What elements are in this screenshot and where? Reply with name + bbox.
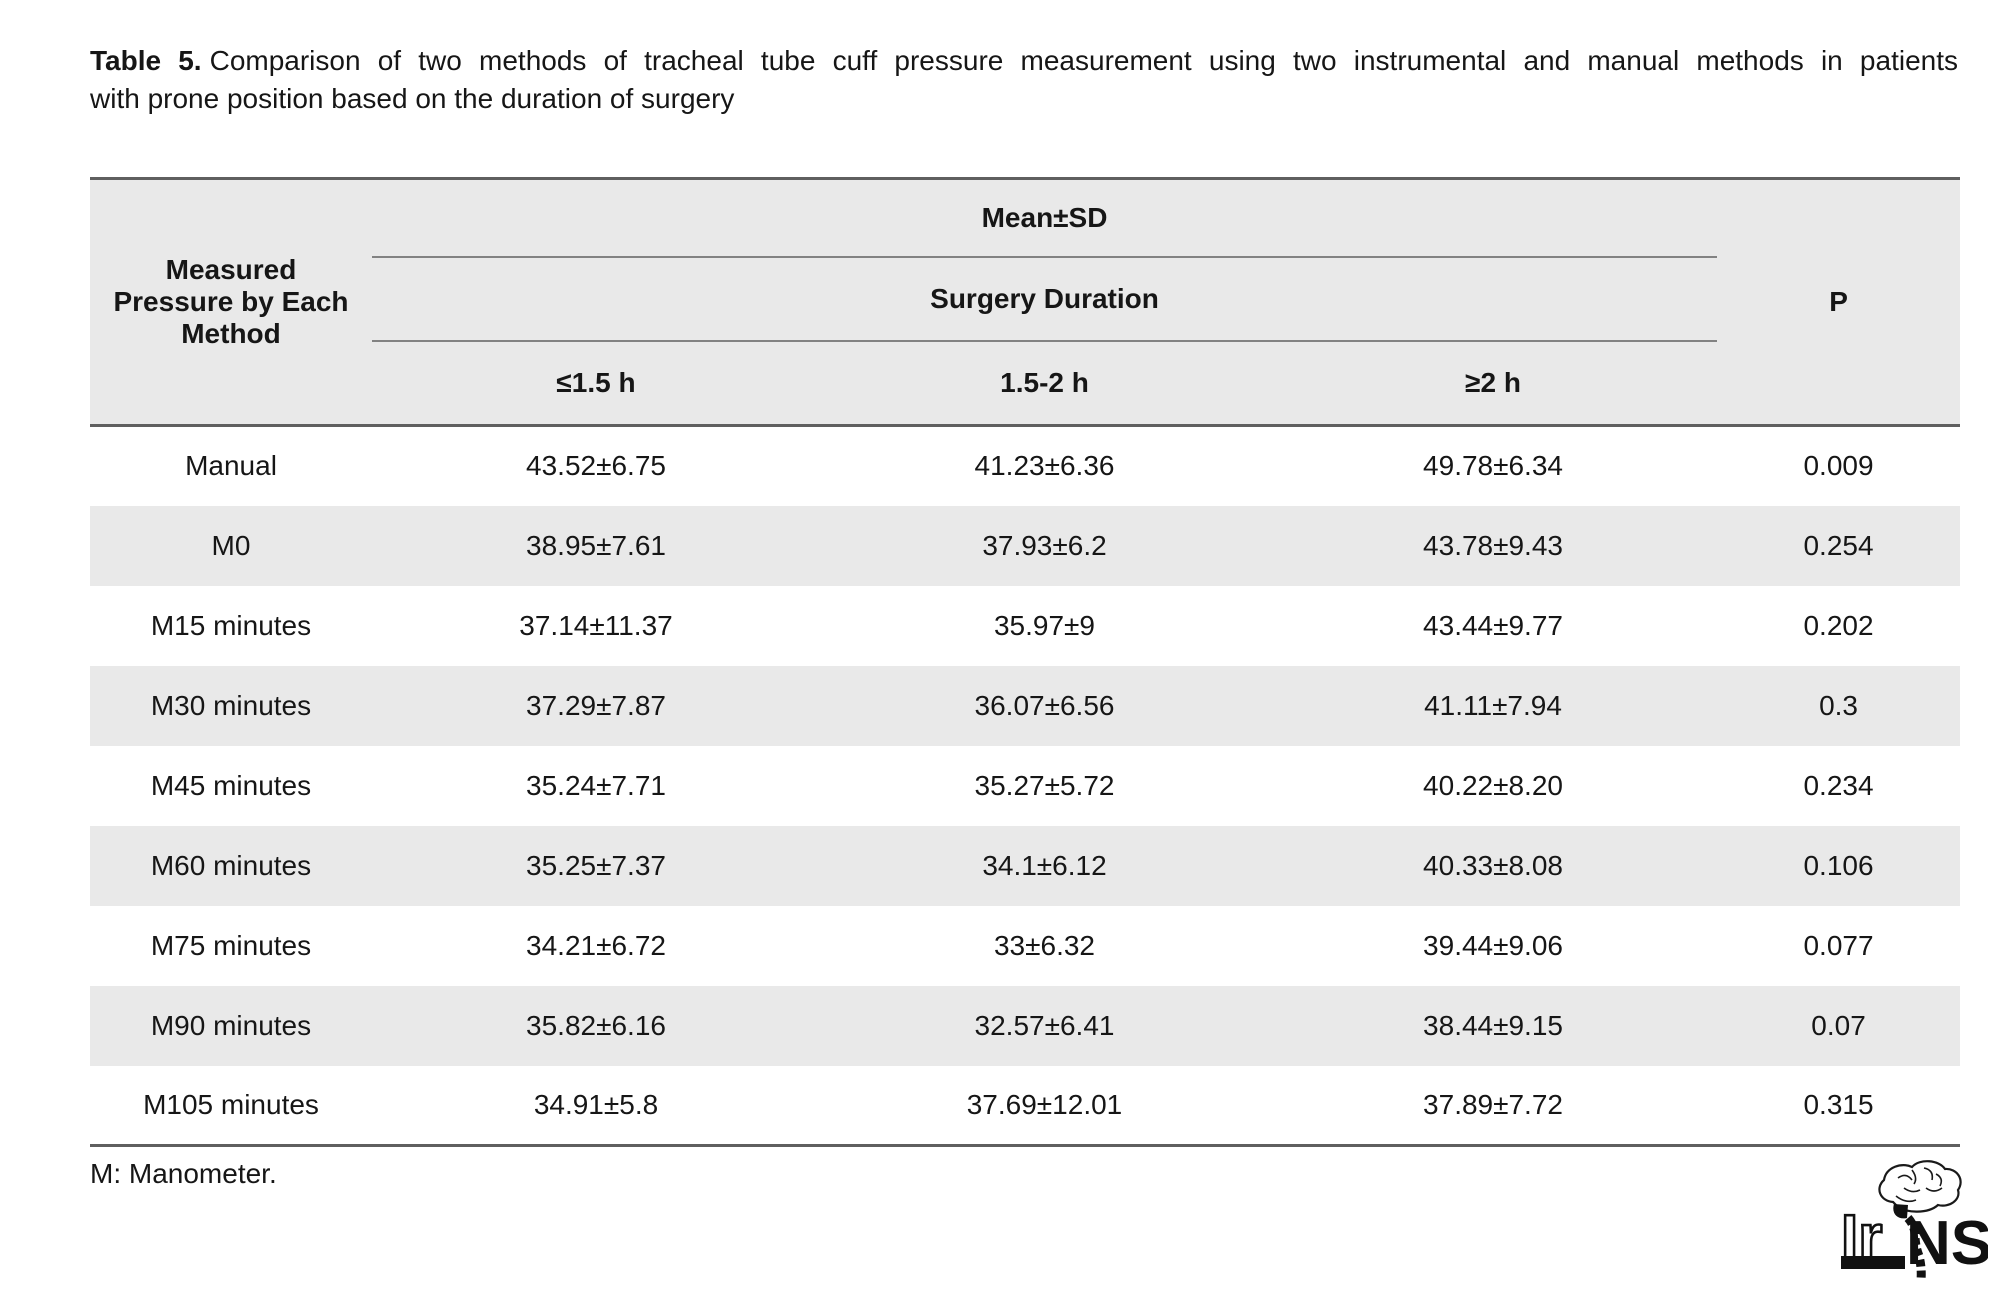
table-number-label: Table 5. <box>90 45 202 76</box>
caption-line-2: with prone position based on the duratio… <box>90 83 735 114</box>
value-cell: 38.44±9.15 <box>1423 1009 1563 1041</box>
table-row: Manual 43.52±6.75 41.23±6.36 49.78±6.34 … <box>90 424 1961 506</box>
p-cell: 0.202 <box>1803 609 1874 641</box>
value-cell: 49.78±6.34 <box>1269 424 1718 506</box>
p-cell: 0.254 <box>1803 529 1874 561</box>
header-row-mean-sd: Measured Pressure by Each Method Mean±SD… <box>90 178 1961 426</box>
value-cell: 35.97±9 <box>993 609 1095 641</box>
method-cell: Manual <box>90 424 372 506</box>
value-cell: 34.21±6.72 <box>526 929 666 961</box>
value-cell: 35.25±7.37 <box>526 849 666 881</box>
method-cell: M90 minutes <box>150 1009 312 1041</box>
value-cell: 37.29±7.87 <box>526 689 666 721</box>
header-method: Measured Pressure by Each Method <box>90 178 372 426</box>
logo-ns-text: NS <box>1906 1209 1988 1278</box>
value-cell: 35.24±7.71 <box>526 769 666 801</box>
table-row: M30 minutes 37.29±7.87 36.07±6.56 41.11±… <box>90 665 1961 746</box>
value-cell: 34.1±6.12 <box>982 849 1107 881</box>
value-cell: 35.82±6.16 <box>526 1009 666 1041</box>
table-row: M0 38.95±7.61 37.93±6.2 43.78±9.43 0.254 <box>90 505 1961 586</box>
value-cell: 43.44±9.77 <box>1423 609 1563 641</box>
header-surgery-duration: Surgery Duration <box>372 257 1718 342</box>
table-row: M45 minutes 35.24±7.71 35.27±5.72 40.22±… <box>90 746 1960 826</box>
value-cell: 39.44±9.06 <box>1423 929 1563 961</box>
value-cell: 34.91±5.8 <box>533 1088 659 1120</box>
method-cell: M75 minutes <box>150 929 312 961</box>
header-mean-sd: Mean±SD <box>372 178 1718 258</box>
value-cell: 35.27±5.72 <box>974 769 1115 801</box>
caption-text-line1: Comparison of two methods of tracheal tu… <box>209 45 1958 76</box>
table-row: M15 minutes 37.14±11.37 35.97±9 43.44±9.… <box>90 586 1960 666</box>
value-cell: 43.52±6.75 <box>372 424 820 506</box>
value-cell: 41.23±6.36 <box>820 424 1269 506</box>
method-cell: M15 minutes <box>150 609 312 641</box>
table-row: M105 minutes 34.91±5.8 37.69±12.01 37.89… <box>90 1066 1960 1146</box>
value-cell: 40.22±8.20 <box>1423 769 1563 801</box>
value-cell: 32.57±6.41 <box>974 1009 1115 1041</box>
header-row-surgery-duration: Surgery Duration <box>90 257 1960 342</box>
irns-journal-logo-icon: Ir NS <box>1838 1158 1992 1288</box>
table-row: M90 minutes 35.82±6.16 32.57±6.41 38.44±… <box>90 985 1961 1066</box>
table-caption: Table 5. Comparison of two methods of tra… <box>90 42 1958 118</box>
p-cell: 0.3 <box>1819 689 1858 721</box>
value-cell: 43.78±9.43 <box>1423 529 1563 561</box>
p-cell: 0.07 <box>1811 1009 1866 1041</box>
method-cell: M60 minutes <box>150 849 312 881</box>
caption-line-1: Table 5. Comparison of two methods of tra… <box>90 42 1958 80</box>
header-p: P <box>1717 178 1961 426</box>
p-cell: 0.234 <box>1803 769 1874 801</box>
table-header: Measured Pressure by Each Method Mean±SD… <box>90 178 1961 426</box>
header-1-5-2h: 1.5-2 h <box>820 341 1269 426</box>
method-cell: M0 <box>211 529 251 561</box>
value-cell: 37.93±6.2 <box>982 529 1107 561</box>
table-row: M60 minutes 35.25±7.37 34.1±6.12 40.33±8… <box>90 825 1961 906</box>
p-cell: 0.315 <box>1803 1088 1874 1120</box>
value-cell: 38.95±7.61 <box>526 529 666 561</box>
table-footnote: M: Manometer. <box>90 1158 277 1189</box>
value-cell: 37.89±7.72 <box>1423 1088 1563 1120</box>
value-cell: 37.69±12.01 <box>966 1088 1123 1120</box>
p-cell: 0.009 <box>1717 424 1961 506</box>
value-cell: 40.33±8.08 <box>1423 849 1563 881</box>
table-body: Manual 43.52±6.75 41.23±6.36 49.78±6.34 … <box>90 424 1961 1146</box>
value-cell: 37.14±11.37 <box>519 609 673 641</box>
value-cell: 33±6.32 <box>993 929 1095 961</box>
value-cell: 41.11±7.94 <box>1424 689 1562 721</box>
brain-spine-logo-icon: Ir NS <box>1840 1160 1992 1281</box>
header-row-durations: ≤1.5 h 1.5-2 h ≥2 h <box>90 341 1960 426</box>
header-ge-2h: ≥2 h <box>1269 341 1718 426</box>
method-cell: M45 minutes <box>150 769 312 801</box>
p-cell: 0.106 <box>1803 849 1874 881</box>
method-cell: M105 minutes <box>143 1088 319 1120</box>
p-cell: 0.077 <box>1803 929 1874 961</box>
value-cell: 36.07±6.56 <box>974 689 1115 721</box>
header-le-1-5h: ≤1.5 h <box>372 341 820 426</box>
table-row: M75 minutes 34.21±6.72 33±6.32 39.44±9.0… <box>90 906 1960 986</box>
comparison-table: Measured Pressure by Each Method Mean±SD… <box>90 177 1961 1147</box>
method-cell: M30 minutes <box>150 689 312 721</box>
